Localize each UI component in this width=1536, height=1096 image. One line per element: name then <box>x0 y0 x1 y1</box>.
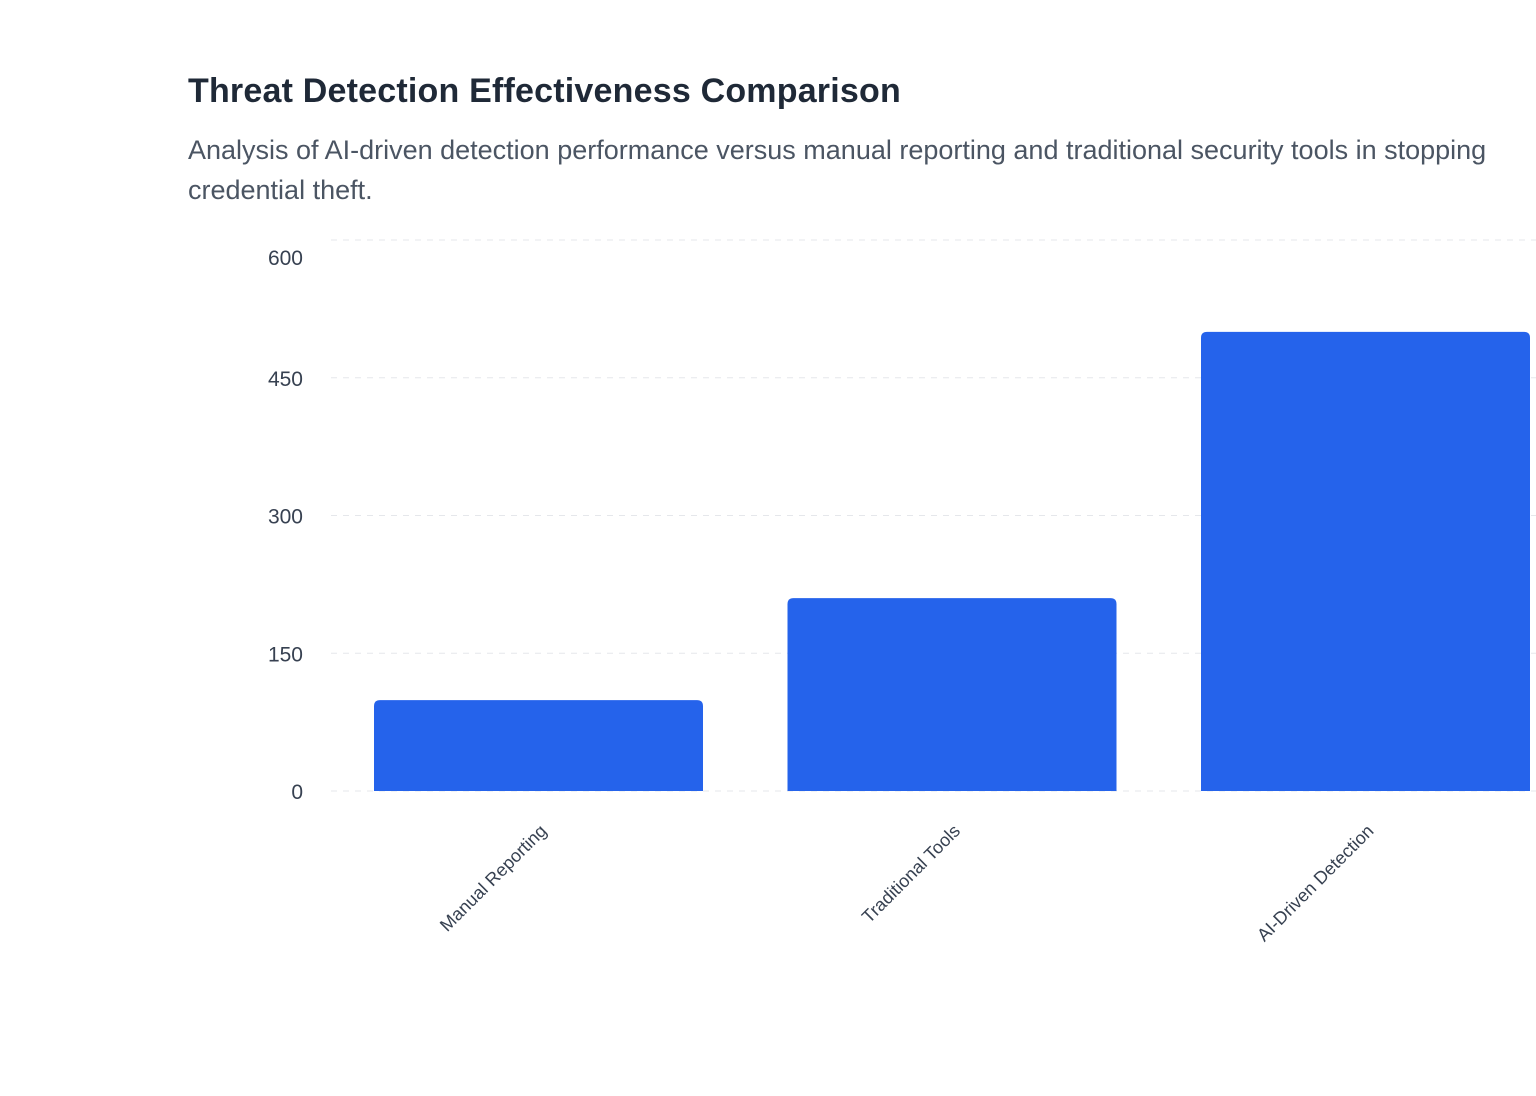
bar[interactable] <box>374 700 703 791</box>
y-axis: 0 150 300 450 600 <box>268 247 303 804</box>
y-tick-label: 450 <box>268 368 303 391</box>
chart-subtitle: Analysis of AI-driven detection performa… <box>188 135 1487 205</box>
y-tick-label: 150 <box>268 643 303 666</box>
bar[interactable] <box>787 598 1117 791</box>
x-axis: Manual Reporting Traditional Tools AI-Driv… <box>436 821 1378 945</box>
y-tick-label: 300 <box>268 506 303 529</box>
x-tick-label: Manual Reporting <box>436 821 551 936</box>
chart-title: Threat Detection Effectiveness Compariso… <box>188 72 901 110</box>
x-tick-label: AI-Driven Detection <box>1253 821 1377 945</box>
bar[interactable] <box>1201 331 1530 791</box>
y-tick-label: 600 <box>268 247 303 270</box>
bars <box>374 331 1530 791</box>
y-tick-label: 0 <box>291 781 303 804</box>
x-tick-label: Traditional Tools <box>858 821 964 927</box>
